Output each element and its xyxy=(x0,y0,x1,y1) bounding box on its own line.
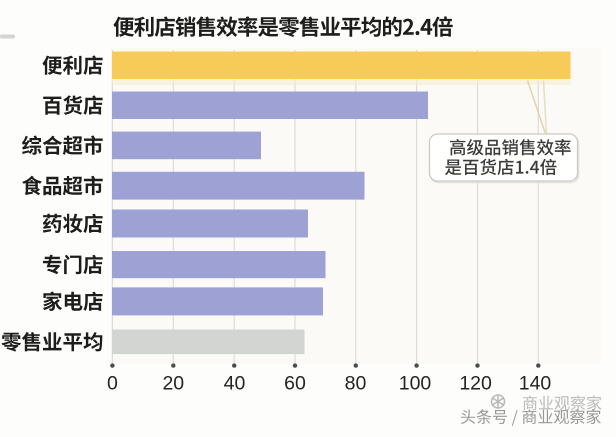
svg-text:120: 120 xyxy=(459,373,492,395)
svg-text:0: 0 xyxy=(107,373,118,395)
svg-text:60: 60 xyxy=(284,373,306,395)
svg-text:40: 40 xyxy=(224,373,246,395)
svg-text:140: 140 xyxy=(519,373,552,395)
svg-text:80: 80 xyxy=(345,373,367,395)
svg-text:100: 100 xyxy=(399,373,432,395)
svg-text:20: 20 xyxy=(162,373,184,395)
